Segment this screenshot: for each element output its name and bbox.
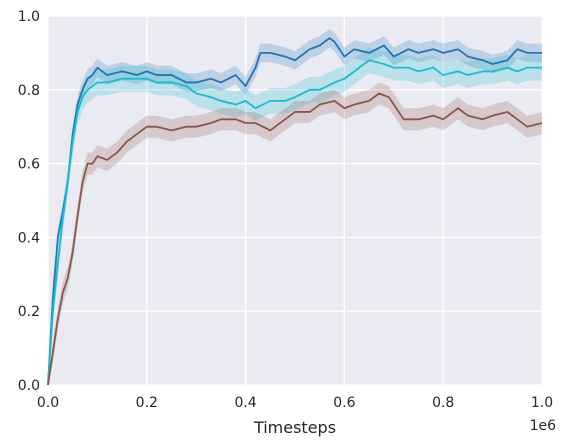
series-2-band bbox=[48, 82, 542, 386]
y-tick-label: 0.6 bbox=[18, 157, 40, 173]
series-0-line bbox=[47, 37, 542, 386]
x-tick-label: 0.8 bbox=[432, 395, 454, 411]
x-axis-offset-text: 1e6 bbox=[530, 418, 557, 434]
plot-background bbox=[48, 16, 542, 385]
x-axis-label: Timesteps bbox=[253, 418, 336, 437]
x-tick-label: 0.6 bbox=[333, 395, 355, 411]
series-1-band bbox=[48, 47, 542, 386]
y-tick-label: 0.0 bbox=[18, 378, 40, 394]
y-tick-label: 0.2 bbox=[18, 304, 40, 320]
y-tick-labels: 0.0 0.2 0.4 0.6 0.8 1.0 bbox=[18, 9, 40, 394]
y-tick-label: 0.8 bbox=[18, 83, 40, 99]
x-tick-labels: 0.0 0.2 0.4 0.6 0.8 1.0 bbox=[37, 395, 553, 411]
grid-lines bbox=[47, 15, 543, 386]
x-tick-label: 0.4 bbox=[234, 395, 256, 411]
y-tick-label: 0.4 bbox=[18, 230, 40, 246]
x-tick-label: 0.0 bbox=[37, 395, 59, 411]
y-tick-label: 1.0 bbox=[18, 9, 40, 25]
x-tick-label: 0.2 bbox=[136, 395, 158, 411]
series-1-line bbox=[47, 59, 542, 386]
x-tick-label: 1.0 bbox=[531, 395, 553, 411]
series-2-line bbox=[47, 92, 543, 386]
series-lines bbox=[47, 37, 543, 386]
